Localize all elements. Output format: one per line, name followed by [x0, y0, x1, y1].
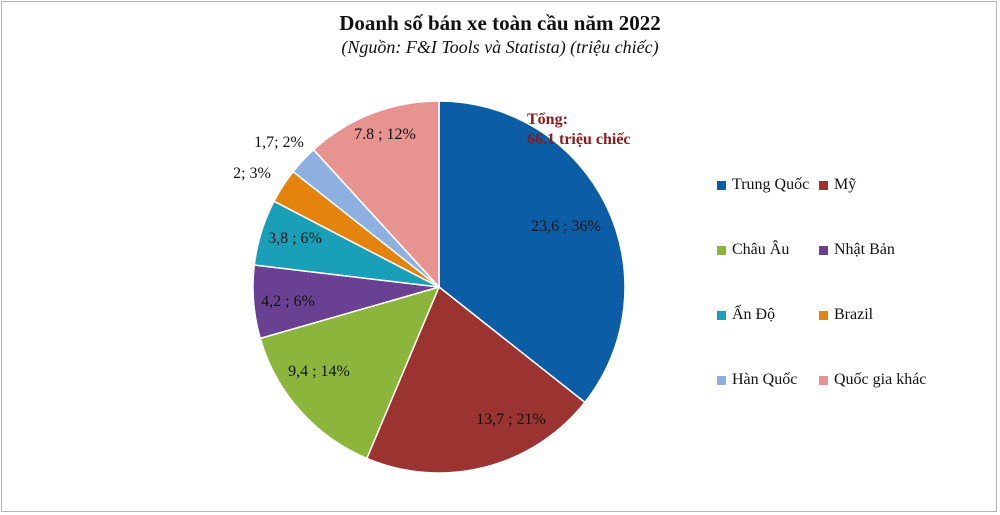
total-label: Tổng: — [527, 111, 568, 128]
legend-item-7: Quốc gia khác — [819, 371, 926, 389]
slice-label-1: 13,7 ; 21% — [476, 411, 546, 428]
legend-swatch-7 — [819, 375, 828, 385]
slice-label-6: 1,7; 2% — [254, 134, 304, 151]
pie-slice-1 — [365, 285, 586, 474]
legend-swatch-4 — [717, 310, 726, 320]
legend-swatch-0 — [717, 180, 726, 190]
slice-label-0: 23,6 ; 36% — [531, 218, 601, 235]
pie-slice-7 — [312, 100, 440, 289]
legend-label-0: Trung Quốc — [732, 176, 810, 193]
slice-label-3: 4,2 ; 6% — [261, 293, 315, 310]
legend-swatch-5 — [819, 310, 828, 320]
chart-subtitle: (Nguồn: F&I Tools và Statista) (triệu ch… — [341, 37, 659, 57]
legend-item-3: Nhật Bản — [819, 241, 895, 259]
legend-label-5: Brazil — [834, 306, 874, 323]
legend-swatch-6 — [717, 375, 726, 385]
legend-item-2: Châu Âu — [717, 241, 789, 259]
slice-label-2: 9,4 ; 14% — [288, 363, 350, 380]
pie-slice-2 — [259, 285, 441, 460]
chart-title: Doanh số bán xe toàn cầu năm 2022 — [339, 11, 661, 35]
legend-item-1: Mỹ — [819, 176, 856, 194]
legend-label-1: Mỹ — [834, 176, 857, 193]
legend-swatch-1 — [819, 180, 828, 190]
legend-item-4: Ấn Độ — [717, 306, 775, 324]
legend-swatch-3 — [819, 245, 828, 255]
slice-label-4: 3,8 ; 6% — [268, 230, 322, 247]
legend-swatch-2 — [717, 245, 726, 255]
pie-slice-0 — [438, 100, 626, 404]
legend-item-6: Hàn Quốc — [717, 371, 797, 389]
legend-label-2: Châu Âu — [732, 241, 790, 258]
legend-label-3: Nhật Bản — [834, 241, 895, 258]
legend-item-0: Trung Quốc — [717, 176, 809, 194]
legend-label-4: Ấn Độ — [732, 306, 776, 323]
total-annotation: Tổng: 66.1 triệu chiếc — [527, 110, 631, 150]
slice-label-7: 7.8 ; 12% — [354, 126, 416, 143]
slice-label-5: 2; 3% — [233, 165, 271, 182]
legend-item-5: Brazil — [819, 306, 873, 324]
total-value: 66.1 triệu chiếc — [527, 131, 631, 148]
legend-label-7: Quốc gia khác — [834, 371, 927, 388]
legend-label-6: Hàn Quốc — [732, 371, 798, 388]
